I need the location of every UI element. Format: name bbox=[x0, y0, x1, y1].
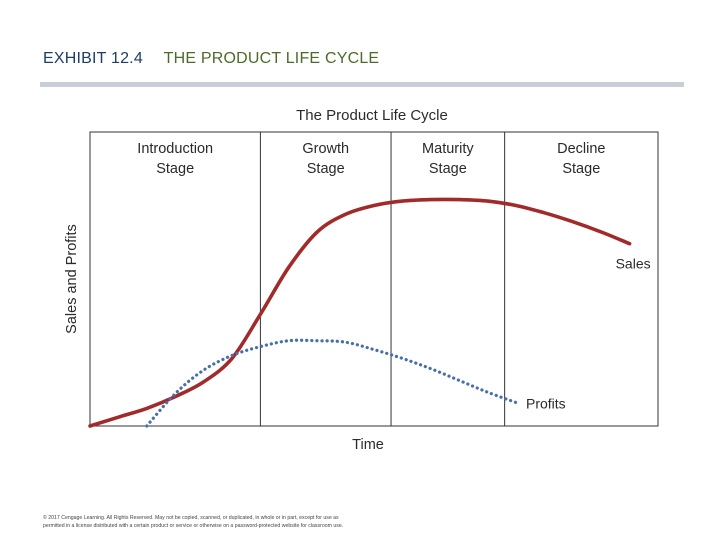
stage-label-title: Maturity bbox=[422, 141, 474, 157]
exhibit-number: EXHIBIT 12.4 bbox=[43, 50, 143, 67]
header-divider bbox=[40, 82, 684, 87]
chart-frame bbox=[89, 131, 659, 427]
x-axis-label: Time bbox=[352, 437, 384, 453]
copyright-footer: © 2017 Cengage Learning. All Rights Rese… bbox=[43, 514, 463, 530]
exhibit-header: EXHIBIT 12.4 THE PRODUCT LIFE CYCLE bbox=[43, 50, 379, 68]
series-label-sales: Sales bbox=[616, 256, 651, 272]
chart-title: The Product Life Cycle bbox=[296, 107, 448, 124]
stage-label-title: Decline bbox=[557, 141, 605, 157]
series-label-profits: Profits bbox=[526, 395, 566, 411]
series-line-profits bbox=[145, 338, 518, 428]
stage-label-stage: Stage bbox=[429, 161, 467, 177]
series-line-sales bbox=[88, 197, 632, 428]
stage-label-stage: Stage bbox=[156, 161, 194, 177]
stage-label-title: Growth bbox=[302, 141, 349, 157]
copyright-line-2: permitted in a license distributed with … bbox=[43, 523, 344, 529]
stage-label-stage: Stage bbox=[562, 161, 600, 177]
stage-label-stage: Stage bbox=[307, 161, 345, 177]
exhibit-subject: THE PRODUCT LIFE CYCLE bbox=[163, 50, 380, 67]
copyright-line-1: © 2017 Cengage Learning. All Rights Rese… bbox=[43, 515, 339, 521]
stage-label-title: Introduction bbox=[137, 141, 213, 157]
y-axis-label: Sales and Profits bbox=[64, 224, 80, 334]
